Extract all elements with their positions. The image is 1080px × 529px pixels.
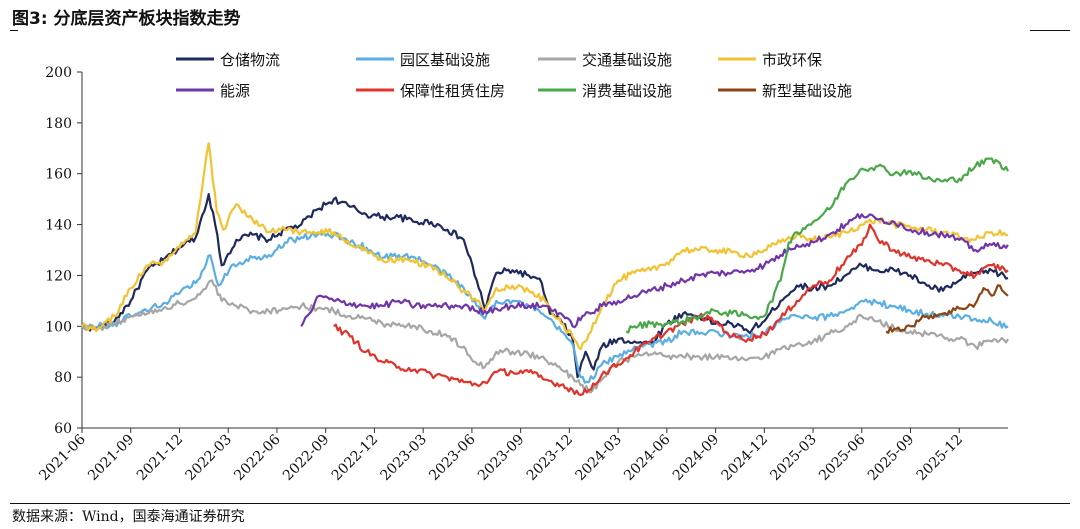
y-tick-label: 200 bbox=[45, 65, 72, 81]
x-tick-label: 2023-09 bbox=[475, 432, 527, 484]
legend-label-6: 保障性租赁住房 bbox=[400, 82, 505, 100]
y-tick-label: 120 bbox=[45, 268, 72, 284]
legend-label-5: 能源 bbox=[220, 82, 250, 100]
legend-label-7: 消费基础设施 bbox=[582, 82, 672, 100]
line-chart: 60 80 100 120 140 160 180 200 2021-062021-092021… bbox=[36, 51, 1009, 484]
x-tick-label: 2022-09 bbox=[280, 432, 332, 484]
x-tick-label: 2024-06 bbox=[621, 431, 674, 484]
series-line-5 bbox=[300, 213, 1009, 329]
x-tick-label: 2025-12 bbox=[914, 432, 966, 484]
footer-rule bbox=[10, 503, 1070, 504]
title-rule-right bbox=[1030, 30, 1070, 31]
series-line-4 bbox=[81, 142, 1009, 351]
x-tick-label: 2025-09 bbox=[865, 432, 917, 484]
x-tick-label: 2023-06 bbox=[426, 431, 479, 484]
x-tick-label: 2022-12 bbox=[329, 432, 381, 484]
x-tick-label: 2025-03 bbox=[767, 432, 819, 484]
series-line-7 bbox=[625, 157, 1009, 334]
legend-label-8: 新型基础设施 bbox=[762, 82, 852, 100]
y-tick-label: 100 bbox=[45, 319, 72, 335]
x-tick-label: 2024-12 bbox=[719, 432, 771, 484]
y-tick-label: 60 bbox=[54, 421, 72, 437]
legend-label-4: 市政环保 bbox=[762, 51, 822, 69]
x-tick-label: 2024-09 bbox=[670, 432, 722, 484]
legend-label-1: 仓储物流 bbox=[220, 51, 280, 69]
chart-title: 图3: 分底层资产板块指数走势 bbox=[12, 9, 241, 29]
series-line-2 bbox=[81, 231, 1009, 384]
title-rule-left bbox=[10, 30, 18, 31]
x-tick-label: 2021-06 bbox=[36, 431, 89, 484]
legend-label-3: 交通基础设施 bbox=[582, 51, 672, 69]
series-line-3 bbox=[81, 279, 1009, 394]
x-tick-label: 2023-03 bbox=[378, 432, 430, 484]
y-tick-label: 160 bbox=[45, 167, 72, 183]
series-line-8 bbox=[885, 284, 1009, 334]
legend-label-2: 园区基础设施 bbox=[400, 51, 490, 69]
chart-series-group bbox=[81, 142, 1009, 396]
y-tick-label: 140 bbox=[45, 218, 72, 234]
x-tick-label: 2021-12 bbox=[134, 432, 186, 484]
y-tick-label: 180 bbox=[45, 116, 72, 132]
y-tick-label: 80 bbox=[54, 370, 72, 386]
x-tick-label: 2023-12 bbox=[524, 432, 576, 484]
series-line-6 bbox=[333, 223, 1009, 396]
x-tick-label: 2024-03 bbox=[572, 432, 624, 484]
x-tick-label: 2021-09 bbox=[85, 432, 137, 484]
source-note: 数据来源：Wind，国泰海通证券研究 bbox=[12, 509, 245, 525]
x-tick-label: 2025-06 bbox=[816, 431, 869, 484]
x-tick-label: 2022-06 bbox=[231, 431, 284, 484]
x-tick-label: 2022-03 bbox=[183, 432, 235, 484]
